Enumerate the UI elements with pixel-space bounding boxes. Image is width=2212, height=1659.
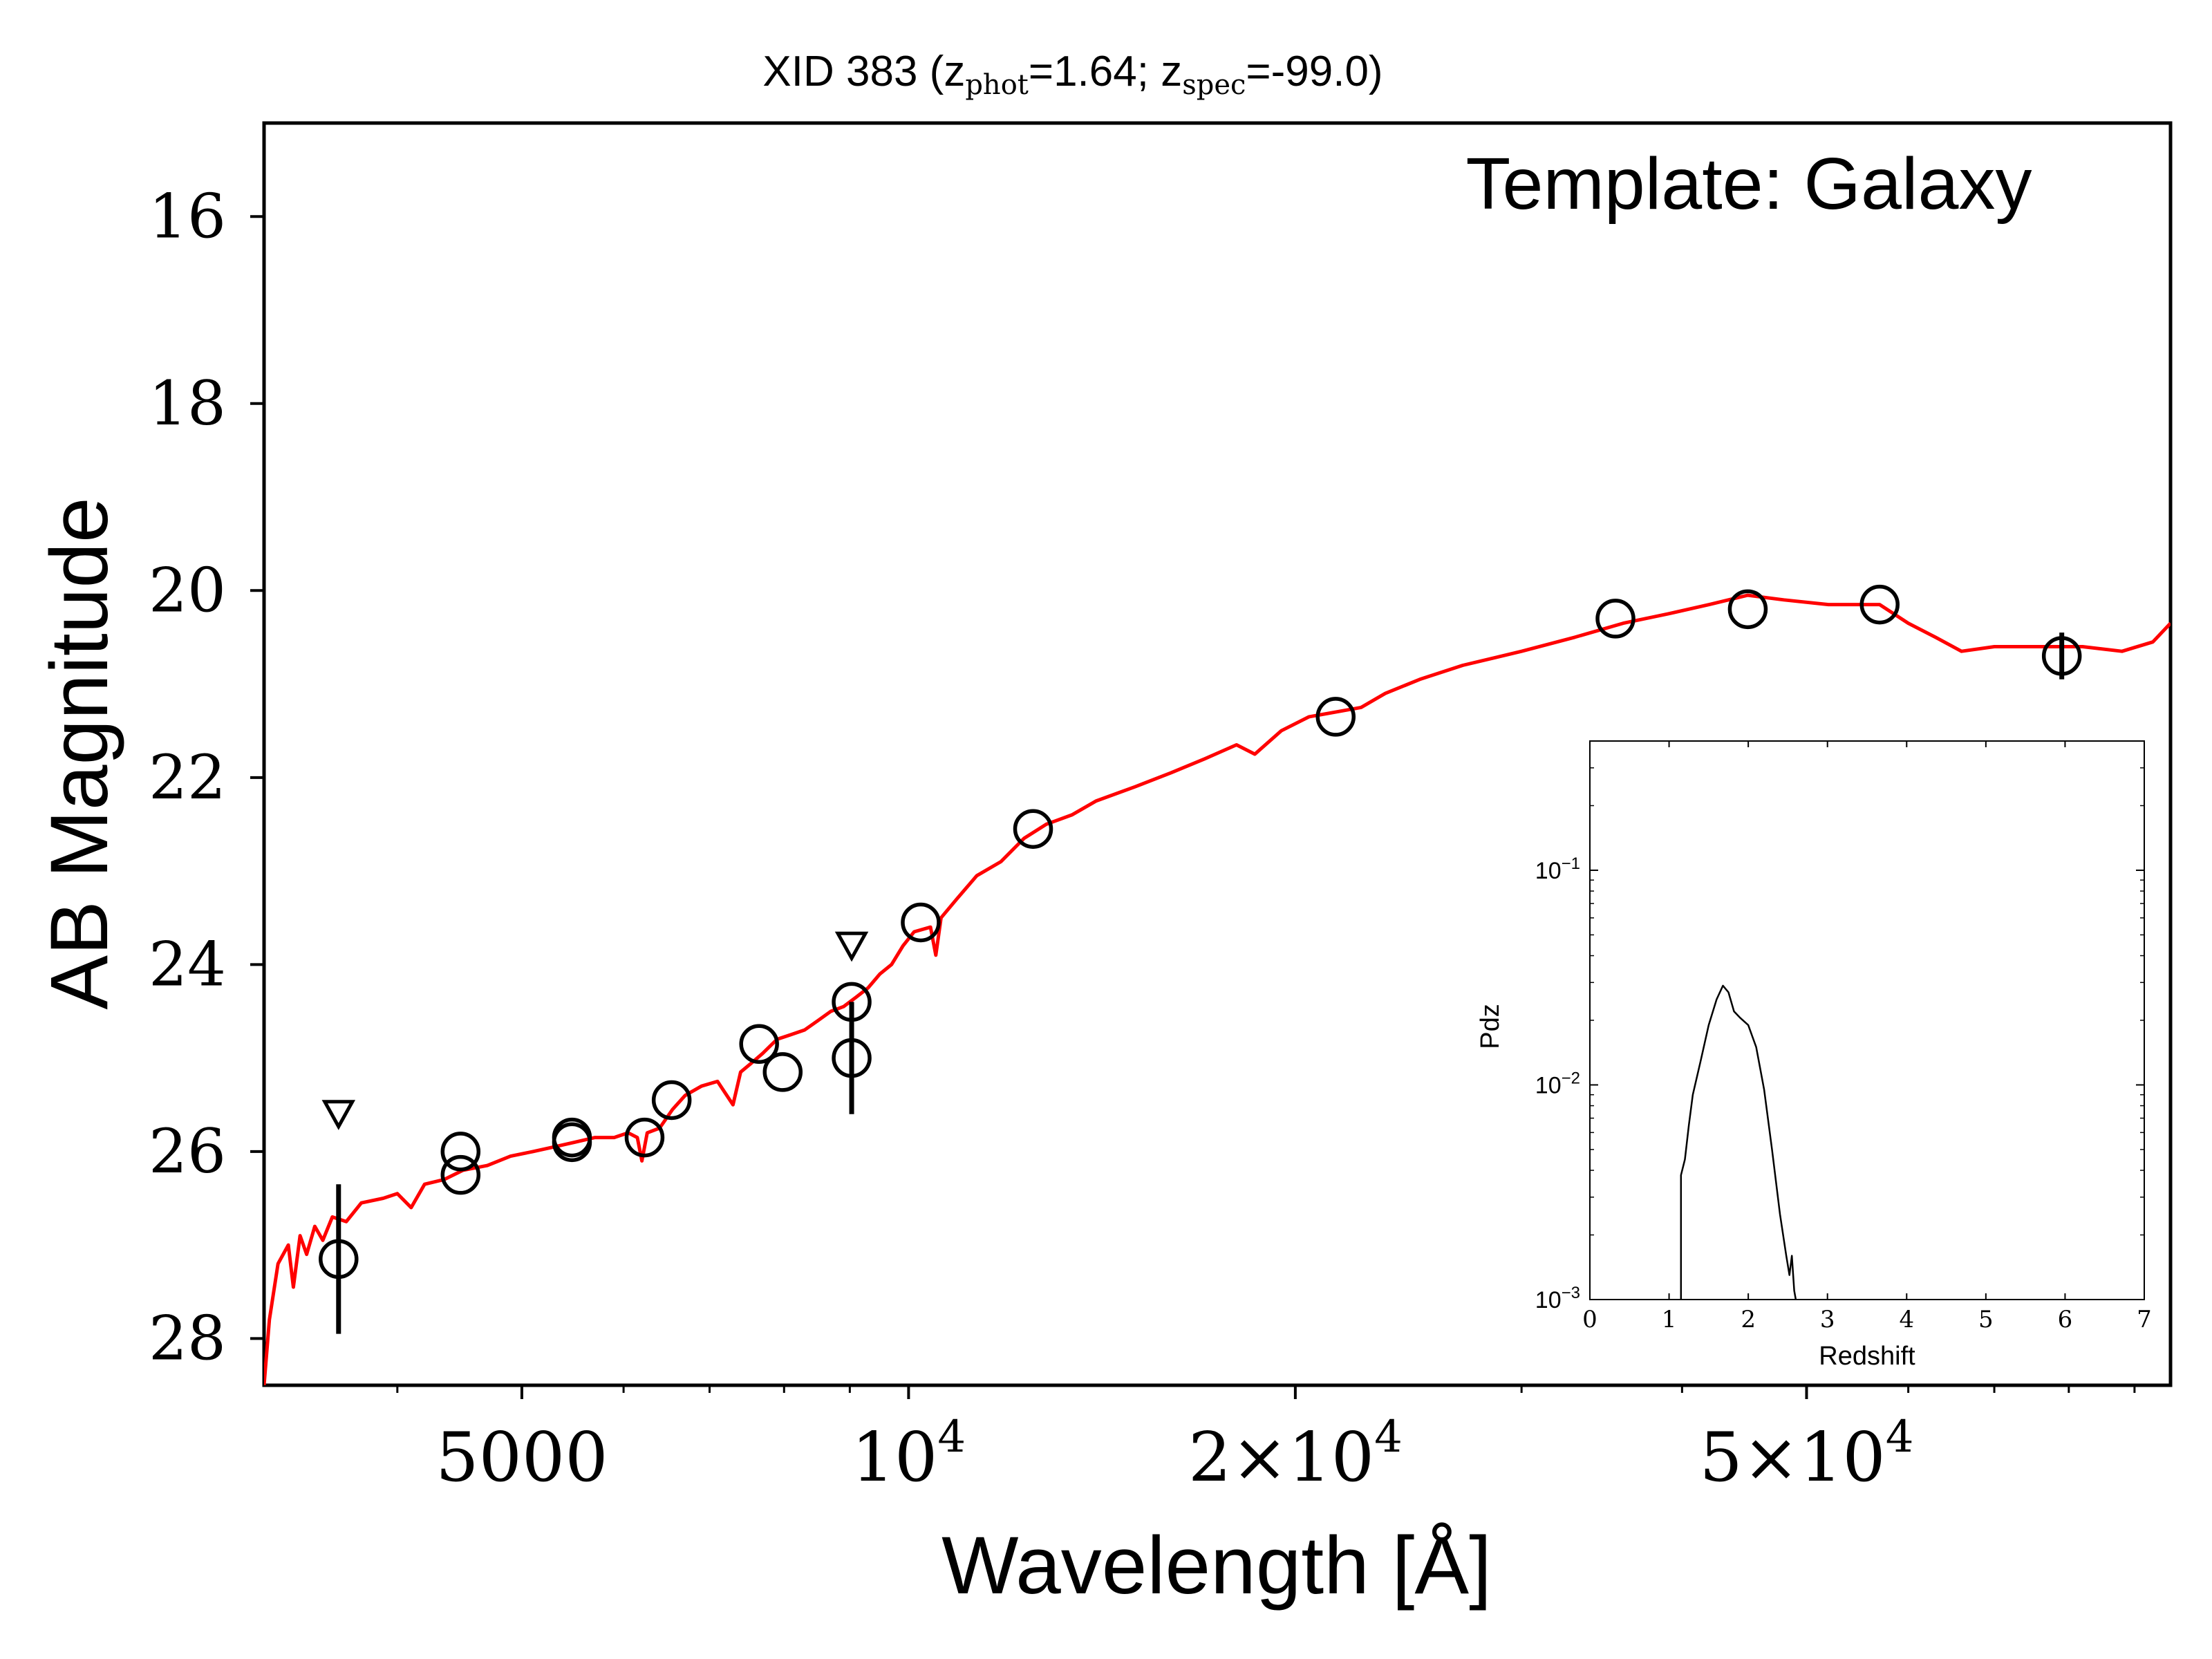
template-sed-line xyxy=(264,593,2171,1385)
y-tick-label: 28 xyxy=(149,1302,226,1374)
photometry-point xyxy=(1859,584,1900,625)
photometry-point xyxy=(1013,809,1053,849)
photometry-point xyxy=(762,1052,803,1092)
inset-x-tick-label: 1 xyxy=(1662,1306,1677,1333)
title-suffix: =-99.0) xyxy=(1246,48,1382,95)
x-axis-label: Wavelength [Å] xyxy=(941,1520,1492,1611)
inset-background xyxy=(1465,724,2164,1381)
inset-x-tick-label: 0 xyxy=(1582,1306,1597,1333)
title-sub-phot: phot xyxy=(965,69,1029,101)
inset-axis-ticks: 0 1 2 3 4 5 6 710−310−210−1 xyxy=(1535,740,2152,1333)
photometry-point xyxy=(739,1024,779,1065)
photometry-point xyxy=(319,1239,359,1280)
x-tick-label: 5000 xyxy=(435,1418,608,1497)
inset-y-tick-exponent: −1 xyxy=(1562,854,1580,873)
inset-y-axis-label: Pdz xyxy=(1476,1004,1505,1049)
inset-y-tick-label: 10−2 xyxy=(1535,1069,1580,1098)
y-tick-label: 20 xyxy=(149,554,226,626)
x-tick-label: 104 xyxy=(852,1412,966,1497)
inset-y-tick-base: 10 xyxy=(1535,1287,1562,1313)
pdz-line xyxy=(1680,984,1797,1300)
title-mid: =1.64; z xyxy=(1029,48,1182,95)
inset-x-tick-label: 2 xyxy=(1741,1306,1756,1333)
photometry-point xyxy=(901,902,941,943)
y-tick-label: 16 xyxy=(149,180,226,252)
photometry-point xyxy=(552,1122,592,1163)
inset-x-tick-label: 6 xyxy=(2058,1306,2073,1333)
inset-x-tick-label: 7 xyxy=(2137,1306,2152,1333)
x-tick-label-main: 2×10 xyxy=(1188,1418,1374,1497)
main-series-group xyxy=(264,584,2171,1385)
x-tick-label-exponent: 4 xyxy=(1374,1412,1403,1463)
title-prefix: XID 383 (z xyxy=(762,48,965,95)
x-tick-label: 5×104 xyxy=(1700,1412,1914,1497)
x-tick-label-main: 5×10 xyxy=(1700,1418,1886,1497)
upper-limit-marker xyxy=(834,931,869,962)
photometry-point xyxy=(624,1117,665,1158)
inset-y-tick-exponent: −2 xyxy=(1562,1069,1580,1087)
upper-limit-marker xyxy=(321,1100,356,1130)
y-axis-label: AB Magnitude xyxy=(34,497,125,1009)
inset-series-group xyxy=(1680,984,1797,1300)
inset-y-tick-base: 10 xyxy=(1535,858,1562,884)
photometry-point xyxy=(651,1080,692,1121)
inset-x-tick-label: 4 xyxy=(1899,1306,1914,1333)
x-tick-label-exponent: 4 xyxy=(937,1412,966,1463)
photometry-point xyxy=(440,1132,481,1172)
inset-x-tick-label: 3 xyxy=(1820,1306,1835,1333)
x-tick-label-main: 10 xyxy=(852,1418,938,1497)
inset-y-tick-base: 10 xyxy=(1535,1072,1562,1098)
y-tick-label: 26 xyxy=(149,1116,226,1187)
y-tick-label: 22 xyxy=(149,742,226,813)
x-tick-label-exponent: 4 xyxy=(1886,1412,1914,1463)
title-sub-spec: spec xyxy=(1182,69,1246,101)
inset-x-axis-label: Redshift xyxy=(1819,1342,1915,1371)
main-plot-frame xyxy=(262,121,2173,1387)
y-tick-label: 18 xyxy=(149,368,226,439)
photometry-point xyxy=(1315,697,1356,737)
inset-x-tick-label: 5 xyxy=(1978,1306,1994,1333)
inset-y-tick-exponent: −3 xyxy=(1562,1284,1580,1302)
pdz-inset: 0 1 2 3 4 5 6 710−310−210−1 Redshift Pdz xyxy=(1465,724,2164,1381)
x-tick-label-main: 5000 xyxy=(435,1418,608,1497)
template-annotation: Template: Galaxy xyxy=(1466,143,2032,225)
chart-title: XID 383 (zphot=1.64; zspec=-99.0) xyxy=(762,48,1382,101)
photometry-point xyxy=(1595,599,1635,639)
photometry-point xyxy=(2041,636,2082,676)
x-tick-label: 2×104 xyxy=(1188,1412,1403,1497)
photometry-point xyxy=(1727,589,1768,630)
photometry-point xyxy=(832,1038,872,1078)
y-tick-label: 24 xyxy=(149,928,226,1000)
inset-y-tick-label: 10−3 xyxy=(1535,1284,1580,1313)
photometry-point xyxy=(440,1154,481,1195)
inset-y-tick-label: 10−1 xyxy=(1535,854,1580,884)
